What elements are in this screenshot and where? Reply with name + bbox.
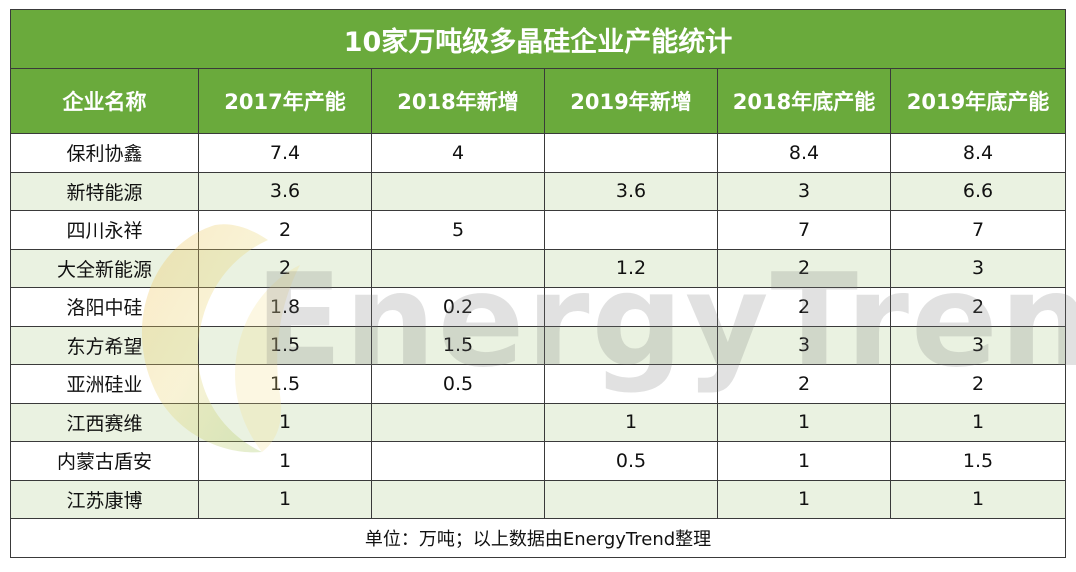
- cell-2018-end-capacity: 1: [717, 402, 891, 442]
- table-row: 东方希望 1.5 1.5 3 3: [10, 325, 1067, 365]
- table-row: 大全新能源 2 1.2 2 3: [10, 248, 1067, 288]
- cell-2019-added: [544, 364, 718, 404]
- cell-2017-capacity: 2: [198, 210, 372, 250]
- footer-note: 单位：万吨；以上数据由EnergyTrend整理: [9, 518, 1067, 558]
- cell-2018-end-capacity: 3: [717, 325, 891, 365]
- cell-2019-added: 1: [544, 402, 718, 442]
- cell-2018-added: [371, 479, 545, 519]
- cell-company: 新特能源: [10, 171, 199, 211]
- cell-company: 内蒙古盾安: [10, 441, 199, 481]
- cell-2017-capacity: 1.8: [198, 287, 372, 327]
- cell-2019-added: [544, 479, 718, 519]
- cell-2019-added: [544, 210, 718, 250]
- cell-company: 亚洲硅业: [10, 364, 199, 404]
- column-header-2017-capacity: 2017年产能: [198, 68, 372, 134]
- cell-company: 四川永祥: [10, 210, 199, 250]
- cell-company: 东方希望: [10, 325, 199, 365]
- table-title: 10家万吨级多晶硅企业产能统计: [9, 9, 1067, 69]
- cell-2017-capacity: 1: [198, 441, 372, 481]
- cell-2017-capacity: 1: [198, 479, 372, 519]
- cell-2018-end-capacity: 7: [717, 210, 891, 250]
- table-row: 保利协鑫 7.4 4 8.4 8.4: [10, 133, 1067, 173]
- cell-2017-capacity: 1.5: [198, 325, 372, 365]
- capacity-table: 10家万吨级多晶硅企业产能统计 企业名称 2017年产能 2018年新增 201…: [9, 9, 1067, 558]
- cell-2019-end-capacity: 3: [889, 325, 1067, 365]
- cell-2019-added: [544, 133, 718, 173]
- cell-2019-end-capacity: 7: [889, 210, 1067, 250]
- cell-company: 保利协鑫: [10, 133, 199, 173]
- column-header-company: 企业名称: [10, 68, 199, 134]
- column-header-2018-added: 2018年新增: [371, 68, 545, 134]
- cell-2017-capacity: 3.6: [198, 171, 372, 211]
- cell-2018-added: 0.2: [371, 287, 545, 327]
- cell-2019-end-capacity: 1: [889, 479, 1067, 519]
- table-row: 洛阳中硅 1.8 0.2 2 2: [10, 287, 1067, 327]
- table-row: 江苏康博 1 1 1: [10, 479, 1067, 519]
- table-row: 内蒙古盾安 1 0.5 1 1.5: [10, 441, 1067, 481]
- cell-2018-added: 1.5: [371, 325, 545, 365]
- cell-2019-end-capacity: 8.4: [889, 133, 1067, 173]
- cell-2018-added: [371, 171, 545, 211]
- column-header-row: 企业名称 2017年产能 2018年新增 2019年新增 2018年底产能 20…: [10, 68, 1067, 134]
- cell-2017-capacity: 7.4: [198, 133, 372, 173]
- cell-2019-added: 3.6: [544, 171, 718, 211]
- cell-2019-end-capacity: 1.5: [889, 441, 1067, 481]
- table-body: 保利协鑫 7.4 4 8.4 8.4 新特能源 3.6 3.6 3 6.6 四川永祥 2 5 7 7 大全新能…: [10, 133, 1067, 519]
- cell-2017-capacity: 1.5: [198, 364, 372, 404]
- table-title-row: 10家万吨级多晶硅企业产能统计: [9, 9, 1067, 69]
- cell-2018-added: [371, 441, 545, 481]
- cell-2019-end-capacity: 3: [889, 248, 1067, 288]
- column-header-2019-added: 2019年新增: [544, 68, 718, 134]
- cell-2018-end-capacity: 8.4: [717, 133, 891, 173]
- cell-2018-added: [371, 248, 545, 288]
- cell-company: 大全新能源: [10, 248, 199, 288]
- cell-2018-end-capacity: 2: [717, 287, 891, 327]
- capacity-table-sheet: 10家万吨级多晶硅企业产能统计 企业名称 2017年产能 2018年新增 201…: [9, 9, 1067, 559]
- cell-2019-added: 1.2: [544, 248, 718, 288]
- column-header-2018-end-capacity: 2018年底产能: [717, 68, 891, 134]
- cell-2019-end-capacity: 1: [889, 402, 1067, 442]
- column-header-2019-end-capacity: 2019年底产能: [889, 68, 1067, 134]
- cell-2018-added: 4: [371, 133, 545, 173]
- cell-2017-capacity: 2: [198, 248, 372, 288]
- table-row: 四川永祥 2 5 7 7: [10, 210, 1067, 250]
- footer-row: 单位：万吨；以上数据由EnergyTrend整理: [9, 518, 1067, 558]
- cell-2019-end-capacity: 6.6: [889, 171, 1067, 211]
- cell-2018-added: 5: [371, 210, 545, 250]
- cell-2019-end-capacity: 2: [889, 287, 1067, 327]
- cell-company: 江苏康博: [10, 479, 199, 519]
- cell-2019-added: 0.5: [544, 441, 718, 481]
- cell-2018-end-capacity: 2: [717, 364, 891, 404]
- cell-2018-end-capacity: 1: [717, 479, 891, 519]
- cell-2017-capacity: 1: [198, 402, 372, 442]
- cell-2018-end-capacity: 2: [717, 248, 891, 288]
- cell-2019-end-capacity: 2: [889, 364, 1067, 404]
- cell-2018-end-capacity: 1: [717, 441, 891, 481]
- cell-2018-added: [371, 402, 545, 442]
- cell-2019-added: [544, 287, 718, 327]
- table-row: 江西赛维 1 1 1 1: [10, 402, 1067, 442]
- cell-2018-end-capacity: 3: [717, 171, 891, 211]
- cell-2019-added: [544, 325, 718, 365]
- cell-2018-added: 0.5: [371, 364, 545, 404]
- table-row: 新特能源 3.6 3.6 3 6.6: [10, 171, 1067, 211]
- cell-company: 洛阳中硅: [10, 287, 199, 327]
- cell-company: 江西赛维: [10, 402, 199, 442]
- table-row: 亚洲硅业 1.5 0.5 2 2: [10, 364, 1067, 404]
